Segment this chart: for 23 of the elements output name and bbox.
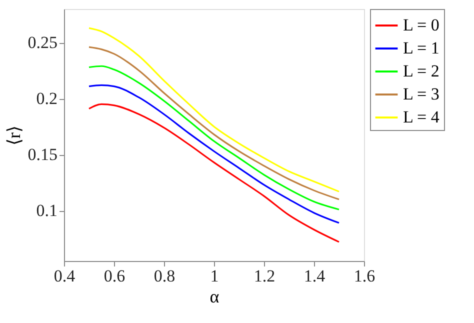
x-tick-label: 0.8 [154,266,176,286]
line-series [88,46,340,200]
line-series [88,103,340,243]
y-tick-label: 0.1 [36,201,58,220]
legend-label: L = 1 [403,38,440,58]
legend-label: L = 0 [403,16,440,34]
y-tick-label: 0.2 [36,89,58,108]
x-tick-label: 1.4 [304,266,326,286]
line-series [88,84,340,224]
line-series [88,65,340,210]
legend-label: L = 3 [403,84,440,104]
x-axis-title: α [210,286,220,306]
y-axis-title: ⟨r⟩ [4,126,24,146]
x-tick-label: 1.2 [254,266,276,286]
y-tick-label: 0.25 [28,33,58,52]
y-tick-label: 0.15 [28,145,58,164]
x-tick-label: 0.6 [104,266,126,286]
x-tick-label: 1.6 [354,266,376,286]
x-tick-label: 1 [210,266,219,286]
legend-label: L = 4 [403,108,440,126]
x-tick-label: 0.4 [54,266,76,286]
legend-label: L = 2 [403,62,440,80]
line-series [88,27,340,192]
